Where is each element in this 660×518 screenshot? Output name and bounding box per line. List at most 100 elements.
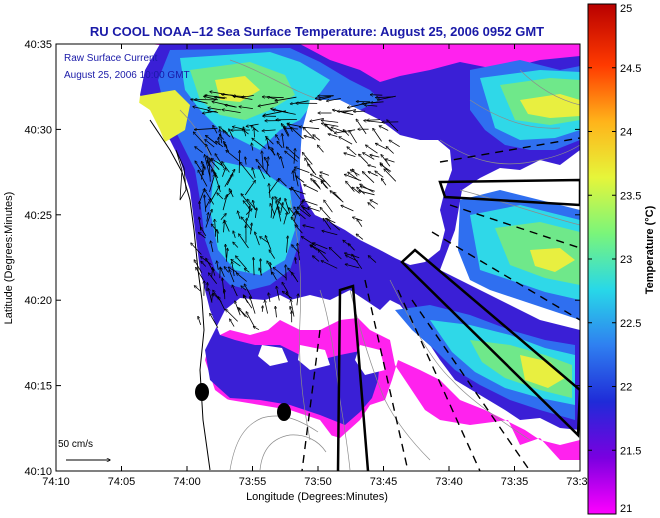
current-vector xyxy=(262,130,276,131)
current-vector xyxy=(327,219,341,231)
current-vector xyxy=(286,147,300,159)
current-vector xyxy=(376,143,387,150)
dashed-transects xyxy=(301,137,580,471)
current-vector xyxy=(262,151,263,169)
current-vector xyxy=(303,225,315,229)
current-vector xyxy=(368,165,377,168)
y-tick-label: 40:30 xyxy=(24,124,52,136)
current-vector xyxy=(276,286,280,301)
current-vector xyxy=(199,189,205,202)
current-vector xyxy=(205,155,211,178)
colorbar-tick-label: 23.5 xyxy=(620,190,641,202)
x-tick-label: 73:55 xyxy=(239,476,267,488)
current-vector xyxy=(231,259,241,267)
current-vector xyxy=(370,95,383,96)
current-vector xyxy=(205,199,210,209)
current-vector xyxy=(359,154,369,164)
y-axis-label: Latitude (Degrees:Minutes) xyxy=(3,192,15,325)
current-vector xyxy=(345,264,360,269)
current-vector xyxy=(268,179,279,194)
current-vector xyxy=(200,201,201,210)
current-vector xyxy=(283,212,287,225)
current-vector xyxy=(295,167,310,173)
current-vector xyxy=(308,207,320,212)
current-vector xyxy=(244,296,253,309)
current-vector xyxy=(281,157,285,169)
site-marker-1 xyxy=(195,383,209,401)
current-vector xyxy=(320,172,330,176)
current-vector xyxy=(204,195,207,212)
current-vector xyxy=(363,153,375,160)
site-marker-2 xyxy=(277,403,291,421)
current-vector xyxy=(276,201,282,222)
current-vector xyxy=(375,171,384,178)
current-vector xyxy=(303,128,316,141)
y-tick-label: 40:15 xyxy=(24,381,52,393)
current-vector xyxy=(209,273,218,285)
current-vector xyxy=(219,127,229,134)
current-vector xyxy=(320,208,331,220)
current-vector xyxy=(252,138,266,149)
current-vector xyxy=(376,97,394,98)
current-vector xyxy=(220,130,223,144)
land-mask xyxy=(56,44,530,471)
current-vector xyxy=(349,131,357,144)
current-vector xyxy=(305,158,315,174)
current-vector xyxy=(261,259,262,276)
current-vector xyxy=(356,119,367,135)
shipping-channel-polygon-2 xyxy=(400,248,580,438)
current-vector xyxy=(287,124,301,127)
current-vector xyxy=(244,181,255,196)
current-vector xyxy=(287,236,288,253)
current-vector xyxy=(253,200,256,210)
current-vector xyxy=(255,208,256,218)
current-vector xyxy=(281,124,289,137)
current-vector xyxy=(359,191,375,196)
colorbar-tick-label: 21 xyxy=(620,503,632,515)
current-vector xyxy=(368,203,376,209)
current-vector xyxy=(289,208,296,216)
x-tick-label: 73:40 xyxy=(435,476,463,488)
current-vector xyxy=(269,147,276,156)
transect-lines xyxy=(336,178,580,471)
current-vector xyxy=(329,248,342,260)
current-vector xyxy=(373,128,382,142)
current-vector xyxy=(209,174,215,193)
current-vector xyxy=(297,207,311,218)
current-vector xyxy=(357,219,363,227)
current-vector xyxy=(246,312,256,328)
current-vector xyxy=(210,92,234,97)
current-vector xyxy=(229,270,235,283)
current-vector xyxy=(272,272,277,281)
current-vector xyxy=(352,169,358,177)
current-vector xyxy=(353,217,363,221)
current-vector xyxy=(290,100,309,104)
current-vector xyxy=(334,129,356,133)
x-tick-label: 73:30 xyxy=(566,476,594,488)
colorbar-tick-label: 21.5 xyxy=(620,445,641,457)
current-vector xyxy=(321,120,339,123)
current-vector xyxy=(389,140,400,148)
current-vector xyxy=(205,140,215,148)
current-vector xyxy=(267,97,278,100)
current-vector xyxy=(196,268,204,281)
current-vector xyxy=(366,145,378,154)
current-vector xyxy=(322,123,339,127)
current-vector xyxy=(193,132,206,146)
y-axis: 40:35 40:30 40:25 40:20 40:15 40:10 xyxy=(24,39,580,478)
current-vector xyxy=(224,170,235,187)
inset-line-2: August 25, 2006 10:00 GMT xyxy=(64,70,190,81)
current-vector xyxy=(304,185,319,192)
current-vector xyxy=(232,262,235,277)
current-vector xyxy=(215,219,216,237)
current-vector xyxy=(270,204,276,216)
current-vector xyxy=(341,205,354,212)
current-vector xyxy=(265,236,272,250)
colorbar-tick-label: 22.5 xyxy=(620,318,641,330)
current-vector xyxy=(195,147,203,154)
current-vector xyxy=(258,166,266,180)
current-vector xyxy=(236,256,247,270)
current-vector xyxy=(239,234,249,249)
current-vector xyxy=(327,98,341,101)
current-vector xyxy=(244,284,253,299)
